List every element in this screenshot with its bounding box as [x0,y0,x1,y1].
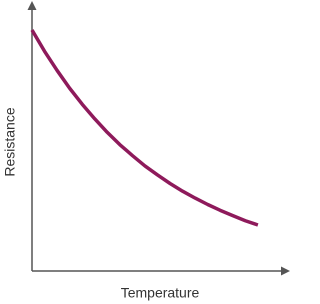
axes [27,1,290,276]
y-axis-label: Resistance [2,107,18,176]
chart: Temperature Resistance [2,1,290,301]
x-axis-arrow [281,266,290,276]
line [30,29,259,227]
x-axis-label: Temperature [121,285,200,301]
y-axis-arrow [27,1,37,10]
